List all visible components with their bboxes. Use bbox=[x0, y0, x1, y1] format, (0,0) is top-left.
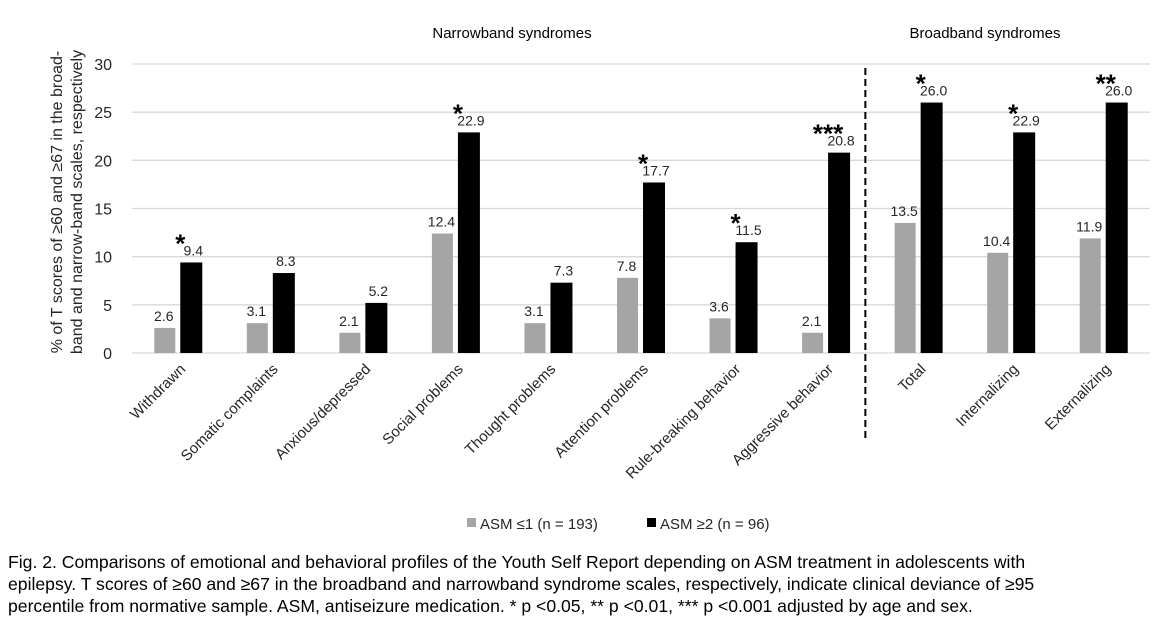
y-tick-label: 20 bbox=[94, 153, 112, 170]
value-label: 12.4 bbox=[428, 214, 455, 230]
y-axis-ticks: 0 5 10 15 20 25 30 bbox=[94, 57, 112, 363]
x-category-label: Somatic complaints bbox=[178, 361, 282, 465]
bar-asm-ge2 bbox=[457, 132, 480, 353]
bar-asm-le1 bbox=[894, 222, 916, 353]
value-label: 3.6 bbox=[709, 298, 729, 314]
significance-marker: * bbox=[638, 148, 649, 178]
value-label: 26.0 bbox=[1105, 83, 1132, 99]
value-label: 22.9 bbox=[1013, 112, 1040, 128]
legend-label: ASM ≤1 (n = 193) bbox=[480, 516, 598, 533]
bar-asm-ge2 bbox=[828, 152, 851, 353]
y-tick-label: 25 bbox=[94, 105, 112, 122]
x-category-label: Withdrawn bbox=[127, 361, 189, 423]
significance-marker: * bbox=[1008, 98, 1019, 128]
bar-asm-ge2 bbox=[735, 242, 758, 353]
bar-chart: 0 5 10 15 20 25 30 % of T scores of ≥60 and ≥6… bbox=[49, 25, 1150, 533]
gridlines bbox=[132, 63, 1150, 354]
section-title: Narrowband syndromes bbox=[432, 25, 591, 42]
bar-asm-le1 bbox=[1079, 238, 1101, 353]
value-label: 13.5 bbox=[891, 203, 918, 219]
bar-asm-ge2 bbox=[920, 102, 943, 354]
value-label: 17.7 bbox=[642, 162, 669, 178]
value-label: 3.1 bbox=[247, 303, 267, 319]
significance-marker: * bbox=[453, 98, 464, 128]
value-label: 11.5 bbox=[735, 222, 761, 238]
legend: ASM ≤1 (n = 193) ASM ≥2 (n = 96) bbox=[467, 516, 770, 533]
significance-marker: *** bbox=[813, 119, 844, 149]
x-category-label: Anxious/depressed bbox=[272, 361, 374, 463]
value-label: 26.0 bbox=[920, 83, 947, 99]
bar-asm-le1 bbox=[709, 318, 731, 353]
bar-asm-ge2 bbox=[1013, 132, 1036, 353]
value-labels: 2.6 3.1 2.1 12.4 3.1 7.8 3.6 2.1 13.5 10.4 11.9 9.4… bbox=[154, 83, 1133, 329]
y-axis-label-line: % of T scores of ≥60 and ≥67 in the broa… bbox=[49, 51, 66, 353]
figure-caption: Fig. 2. Comparisons of emotional and beh… bbox=[8, 551, 1173, 617]
value-label: 2.1 bbox=[802, 313, 822, 329]
section-titles: Narrowband syndromes Broadband syndromes bbox=[432, 25, 1060, 42]
bar-asm-ge2 bbox=[272, 273, 295, 353]
caption-line: epilepsy. T scores of ≥60 and ≥67 in the… bbox=[8, 574, 1035, 594]
value-label: 11.9 bbox=[1076, 218, 1102, 234]
value-label: 2.1 bbox=[339, 313, 359, 329]
bar-asm-ge2 bbox=[1105, 102, 1128, 354]
x-category-label: Aggressive behavior bbox=[729, 361, 837, 469]
y-tick-label: 0 bbox=[103, 346, 112, 363]
value-label: 7.3 bbox=[554, 263, 574, 279]
legend-swatch bbox=[467, 518, 476, 527]
value-label: 8.3 bbox=[276, 253, 296, 269]
bar-asm-le1 bbox=[617, 277, 638, 353]
significance-marker: ** bbox=[1096, 69, 1117, 99]
section-title: Broadband syndromes bbox=[910, 25, 1061, 42]
significance-markers: *********** bbox=[175, 69, 1117, 259]
value-label: 20.8 bbox=[827, 133, 854, 149]
x-category-label: Social problems bbox=[379, 361, 466, 448]
bar-asm-ge2 bbox=[550, 282, 573, 353]
bars bbox=[154, 102, 1128, 354]
x-category-label: Attention problems bbox=[551, 361, 651, 461]
x-category-label: Internalizing bbox=[953, 361, 1022, 430]
significance-marker: * bbox=[916, 69, 927, 99]
value-label: 22.9 bbox=[457, 112, 484, 128]
value-label: 5.2 bbox=[369, 283, 389, 299]
caption-line: percentile from normative sample. ASM, a… bbox=[8, 596, 973, 616]
bar-asm-ge2 bbox=[180, 262, 203, 353]
y-tick-label: 5 bbox=[103, 298, 112, 315]
value-label: 2.6 bbox=[154, 308, 174, 324]
y-axis-label: % of T scores of ≥60 and ≥67 in the broa… bbox=[49, 50, 86, 354]
bar-asm-le1 bbox=[524, 323, 546, 353]
x-category-label: Thought problems bbox=[462, 361, 560, 459]
bar-asm-le1 bbox=[987, 252, 1009, 353]
value-label: 10.4 bbox=[983, 233, 1010, 249]
x-category-label: Total bbox=[895, 361, 929, 395]
y-tick-label: 15 bbox=[94, 202, 112, 219]
legend-swatch bbox=[647, 518, 656, 527]
significance-marker: * bbox=[175, 228, 186, 258]
bar-asm-le1 bbox=[339, 332, 361, 353]
caption-line: Fig. 2. Comparisons of emotional and beh… bbox=[8, 552, 1026, 572]
bar-asm-le1 bbox=[154, 327, 176, 353]
value-label: 7.8 bbox=[617, 258, 637, 274]
x-category-label: Externalizing bbox=[1042, 361, 1115, 434]
y-axis-label-line: band and narrow-band scales, respectivel… bbox=[69, 50, 86, 354]
value-label: 3.1 bbox=[524, 303, 544, 319]
bar-asm-ge2 bbox=[365, 302, 388, 353]
bar-asm-ge2 bbox=[643, 182, 665, 353]
bar-asm-le1 bbox=[431, 233, 453, 353]
value-label: 9.4 bbox=[184, 242, 204, 258]
bar-asm-le1 bbox=[246, 323, 268, 353]
significance-marker: * bbox=[730, 208, 741, 238]
bar-asm-le1 bbox=[802, 332, 824, 353]
y-tick-label: 30 bbox=[94, 57, 112, 74]
y-tick-label: 10 bbox=[94, 250, 112, 267]
legend-label: ASM ≥2 (n = 96) bbox=[660, 516, 770, 533]
